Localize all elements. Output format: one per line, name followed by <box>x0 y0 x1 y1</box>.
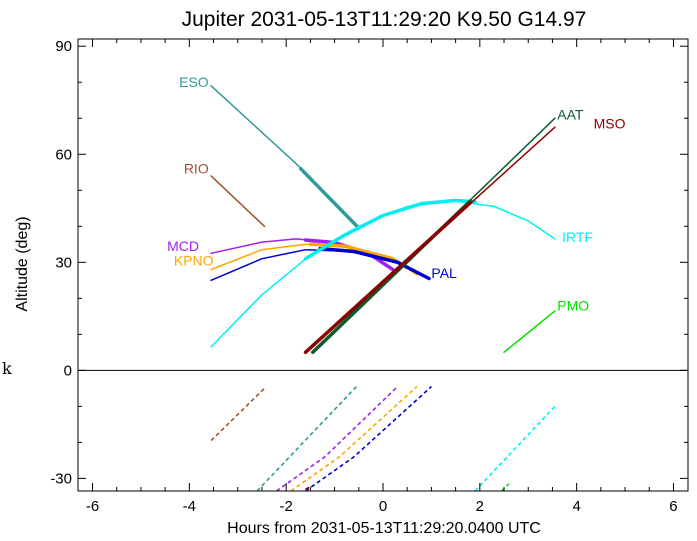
series-group <box>210 85 556 491</box>
y-axis-label: Altitude (deg) <box>14 216 31 311</box>
series-label-aat: AAT <box>557 107 584 123</box>
series-below-mso <box>305 485 311 490</box>
y-tick-label: -30 <box>50 470 72 487</box>
chart-title: Jupiter 2031-05-13T11:29:20 K9.50 G14.97 <box>182 8 587 31</box>
x-tick-label: -2 <box>280 498 293 515</box>
series-label-mcd: MCD <box>167 238 199 254</box>
series-below-pal <box>305 386 432 491</box>
x-axis-label: Hours from 2031-05-13T11:29:20.0400 UTC <box>227 520 541 537</box>
y-tick-label: 90 <box>55 38 72 55</box>
series-mso <box>303 126 556 490</box>
series-night-eso <box>298 166 361 230</box>
series-pmo <box>501 310 556 491</box>
series-night-mso <box>303 201 472 355</box>
series-pal <box>210 246 432 491</box>
series-below-rio <box>210 387 265 442</box>
series-irtf <box>210 198 556 491</box>
y-tick-label: 60 <box>55 146 72 163</box>
series-label-eso: ESO <box>179 74 209 90</box>
series-label-irtf: IRTF <box>562 229 593 245</box>
axis-ticks: -6 -4 -2 0 2 4 6 90 60 30 0 -30 <box>50 38 688 515</box>
series-line-rio <box>210 175 266 228</box>
series-below-mcd <box>276 386 399 491</box>
series-below-pmo <box>501 483 510 491</box>
series-line-pmo <box>503 310 556 354</box>
series-night-pal <box>318 246 431 281</box>
x-tick-label: -4 <box>183 498 196 515</box>
series-label-pmo: PMO <box>557 298 589 314</box>
series-label-pal: PAL <box>431 265 457 281</box>
series-below-kpno <box>290 386 418 491</box>
x-tick-label: 2 <box>476 498 484 515</box>
series-night-irtf <box>303 198 477 261</box>
series-below-irtf <box>474 405 556 491</box>
y-tick-label: 0 <box>64 362 72 379</box>
series-label-kpno: KPNO <box>174 252 214 268</box>
y-tick-label: 30 <box>55 254 72 271</box>
series-label-rio: RIO <box>184 161 209 177</box>
x-tick-label: 6 <box>669 498 677 515</box>
series-rio <box>210 175 266 442</box>
x-tick-label: 4 <box>572 498 580 515</box>
x-tick-label: -6 <box>86 498 99 515</box>
side-k-label: k <box>2 359 12 378</box>
series-label-mso: MSO <box>594 116 626 132</box>
series-below-eso <box>256 386 357 491</box>
series-line-irtf <box>210 199 556 348</box>
x-tick-label: 0 <box>379 498 387 515</box>
series-line-pal <box>210 248 430 282</box>
series-mcd <box>210 238 399 491</box>
series-eso <box>210 85 361 491</box>
